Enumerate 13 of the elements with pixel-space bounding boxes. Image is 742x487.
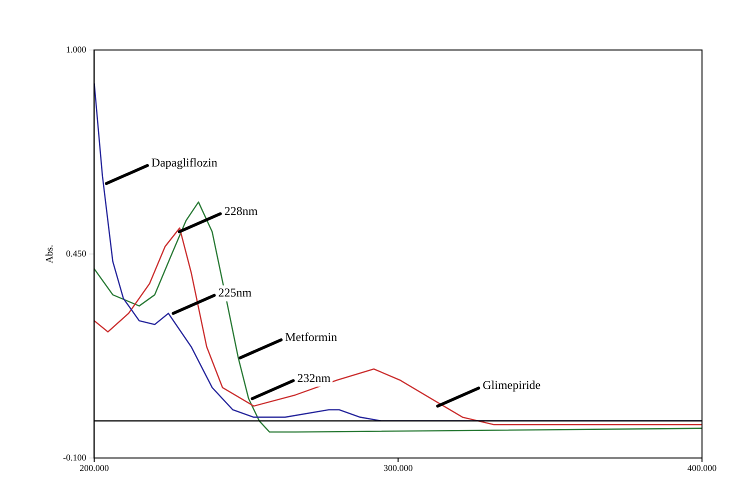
y-tick-label: 0.450 <box>66 248 87 258</box>
annotation: 225nm <box>218 286 252 300</box>
annotation: Glimepiride <box>482 378 541 392</box>
annotation: 232nm <box>297 370 332 385</box>
annotation: Metformin <box>285 330 338 344</box>
annotation: Dapagliflozin <box>151 156 218 170</box>
x-tick-label: 300.000 <box>384 462 414 473</box>
x-tick-label: 400.000 <box>687 462 718 473</box>
y-axis-title: Abs. <box>44 244 56 264</box>
y-tick-label: -0.100 <box>62 452 87 462</box>
y-tick-label: 1.000 <box>66 44 87 54</box>
annotation: 228nm <box>224 204 258 218</box>
x-tick-label: 200.000 <box>80 462 110 473</box>
